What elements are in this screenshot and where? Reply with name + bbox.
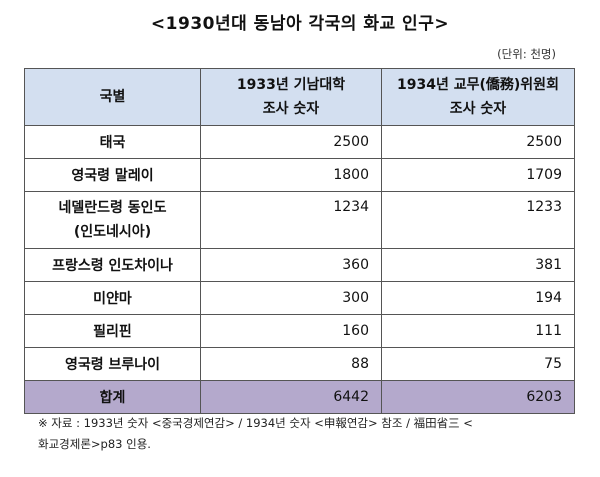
value-1934-cell: 111	[381, 314, 575, 348]
total-label: 합계	[24, 380, 201, 414]
population-table: 국별 1933년 기남대학 조사 숫자 1934년 교무(僑務)위원회 조사 숫…	[24, 68, 575, 414]
unit-label: (단위: 천명)	[497, 47, 556, 61]
total-row: 합계 6442 6203	[24, 380, 575, 414]
header-1933-line2: 조사 숫자	[262, 101, 320, 117]
country-cell: 미얀마	[24, 281, 201, 315]
country-line2: (인도네시아)	[73, 224, 152, 240]
country-cell: 필리핀	[24, 314, 201, 348]
table-row: 태국 2500 2500	[24, 125, 575, 159]
header-1933-line1: 1933년 기남대학	[236, 77, 346, 93]
table-row: 미얀마 300 194	[24, 281, 575, 315]
header-row: 국별 1933년 기남대학 조사 숫자 1934년 교무(僑務)위원회 조사 숫…	[24, 68, 575, 126]
country-cell: 네델란드령 동인도 (인도네시아)	[24, 191, 201, 249]
value-1933-cell: 88	[200, 347, 382, 381]
value-1934-cell: 75	[381, 347, 575, 381]
table-row: 필리핀 160 111	[24, 314, 575, 348]
header-country: 국별	[24, 68, 201, 126]
value-1933-cell: 1800	[200, 158, 382, 192]
value-1934-cell: 1709	[381, 158, 575, 192]
value-1934-cell: 194	[381, 281, 575, 315]
value-1933-cell: 360	[200, 248, 382, 282]
value-1933-cell: 160	[200, 314, 382, 348]
total-1933-cell: 6442	[200, 380, 382, 414]
value-1933-cell: 300	[200, 281, 382, 315]
page-title: <1930년대 동남아 각국의 화교 인구>	[150, 14, 450, 34]
country-cell: 영국령 말레이	[24, 158, 201, 192]
value-1933-cell: 2500	[200, 125, 382, 159]
table-row: 영국령 말레이 1800 1709	[24, 158, 575, 192]
table-row: 프랑스령 인도차이나 360 381	[24, 248, 575, 282]
source-note-line2: 화교경제론>p83 인용.	[38, 437, 151, 451]
table-row: 네델란드령 동인도 (인도네시아) 1234 1233	[24, 191, 575, 249]
country-cell: 영국령 브루나이	[24, 347, 201, 381]
table-row: 영국령 브루나이 88 75	[24, 347, 575, 381]
value-1934-cell: 1233	[381, 191, 575, 249]
country-line1: 네델란드령 동인도	[58, 200, 167, 216]
country-cell: 태국	[24, 125, 201, 159]
value-1934-cell: 2500	[381, 125, 575, 159]
value-1934-cell: 381	[381, 248, 575, 282]
header-1934-line1: 1934년 교무(僑務)위원회	[397, 77, 559, 93]
source-note: ※ 자료 : 1933년 숫자 <중국경제연감> / 1934년 숫자 <申報연…	[38, 413, 568, 455]
header-1933: 1933년 기남대학 조사 숫자	[200, 68, 382, 126]
header-1934-line2: 조사 숫자	[449, 101, 507, 117]
header-1934: 1934년 교무(僑務)위원회 조사 숫자	[381, 68, 575, 126]
country-cell: 프랑스령 인도차이나	[24, 248, 201, 282]
value-1933-cell: 1234	[200, 191, 382, 249]
total-1934-cell: 6203	[381, 380, 575, 414]
source-note-line1: ※ 자료 : 1933년 숫자 <중국경제연감> / 1934년 숫자 <申報연…	[38, 416, 473, 430]
